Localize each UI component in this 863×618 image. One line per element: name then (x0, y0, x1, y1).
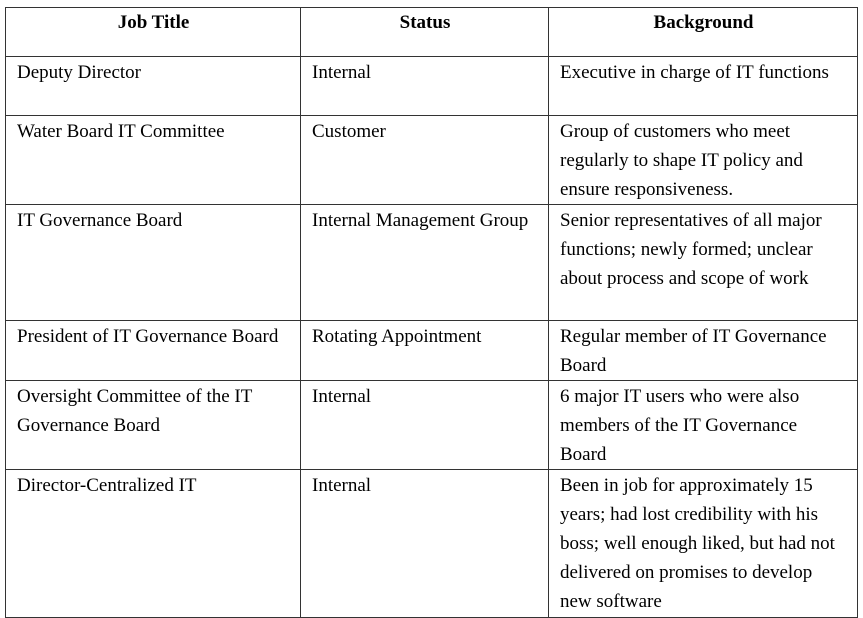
cell-job-title: Water Board IT Committee (5, 115, 301, 205)
cell-status: Internal (300, 56, 549, 116)
cell-background: Executive in charge of IT functions (548, 56, 858, 116)
cell-status: Rotating Appointment (300, 320, 549, 381)
cell-job-title: Director-Centralized IT (5, 469, 301, 618)
table-row: Director-Centralized IT Internal Been in… (5, 469, 858, 618)
header-row: Job Title Status Background (5, 7, 858, 57)
cell-job-title: IT Governance Board (5, 204, 301, 321)
header-background: Background (548, 7, 858, 57)
cell-background: Regular member of IT Governance Board (548, 320, 858, 381)
cell-background: Senior representatives of all major func… (548, 204, 858, 321)
table-row: Oversight Committee of the IT Governance… (5, 380, 858, 470)
cell-background: 6 major IT users who were also members o… (548, 380, 858, 470)
cell-job-title: Deputy Director (5, 56, 301, 116)
cell-status: Internal (300, 469, 549, 618)
cell-background: Group of customers who meet regularly to… (548, 115, 858, 205)
cell-status: Customer (300, 115, 549, 205)
header-status: Status (300, 7, 549, 57)
table-row: Deputy Director Internal Executive in ch… (5, 56, 858, 116)
table-row: IT Governance Board Internal Management … (5, 204, 858, 321)
job-roles-table: Job Title Status Background Deputy Direc… (5, 7, 858, 618)
table-row: Water Board IT Committee Customer Group … (5, 115, 858, 205)
cell-status: Internal Management Group (300, 204, 549, 321)
table-row: President of IT Governance Board Rotatin… (5, 320, 858, 381)
cell-background: Been in job for approximately 15 years; … (548, 469, 858, 618)
cell-job-title: Oversight Committee of the IT Governance… (5, 380, 301, 470)
cell-status: Internal (300, 380, 549, 470)
header-job-title: Job Title (5, 7, 301, 57)
cell-job-title: President of IT Governance Board (5, 320, 301, 381)
